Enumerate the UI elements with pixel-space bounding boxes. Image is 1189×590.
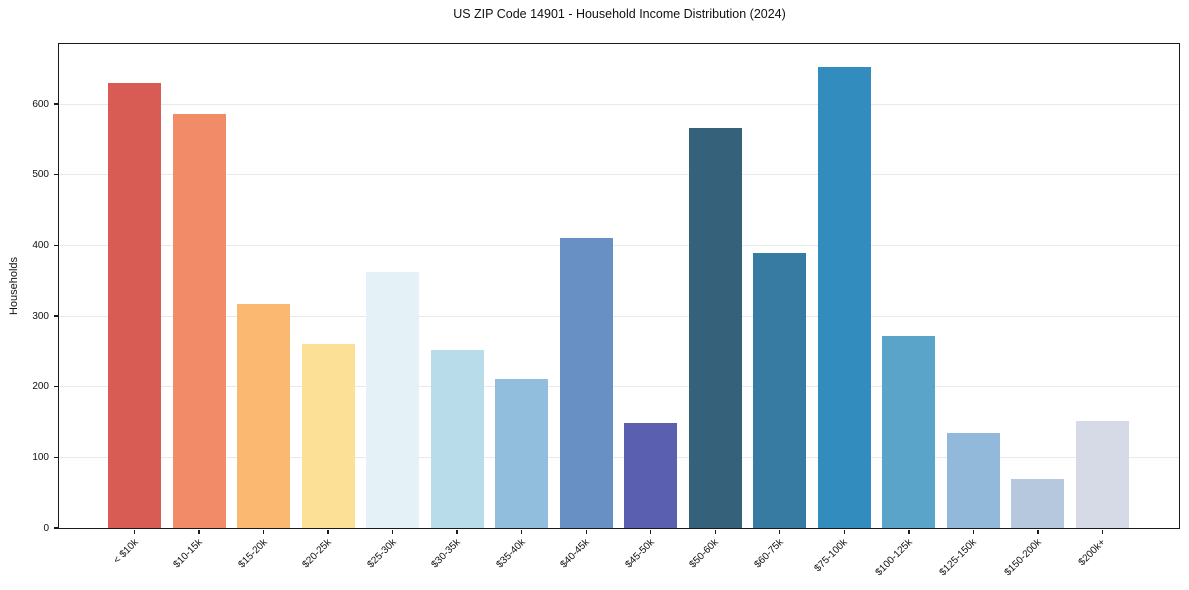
x-tick-mark [650,529,652,534]
plot-area: 0 100 200 300 400 500 600 < $10k $10-15k $15-20k $… [32,43,1180,578]
bar-40-45k [559,237,613,528]
y-tick-label: 300 [32,310,49,322]
x-tick-mark [1101,529,1104,534]
y-tick-label: 500 [32,169,49,181]
bar-30-35k [430,349,484,528]
y-tick-mark [53,527,58,529]
y-tick-label: 200 [32,381,49,393]
y-tick-mark [53,315,58,317]
x-tick-label: < $10k [111,537,141,567]
y-tick-mark [53,385,58,388]
bar-50-60k [688,128,742,528]
gridline-y-100 [59,456,1179,458]
chart-title: US ZIP Code 14901 - Household Income Dis… [453,7,786,21]
bar-125-150k [946,432,1000,528]
x-tick-mark [714,529,716,534]
gridline-y-600 [59,103,1179,105]
bar-45-50k [624,422,678,528]
y-tick-label: 100 [32,451,49,463]
bar-10-15k [172,113,226,528]
bar-20-25k [301,343,355,528]
y-tick-label: 400 [32,239,49,251]
bar-200k [1075,421,1129,528]
y-tick-mark [53,244,58,247]
x-tick-mark [391,529,394,534]
y-tick-label: 600 [32,98,49,110]
bar-150-200k [1011,478,1065,528]
x-tick-mark [843,529,846,534]
x-tick-mark [1037,529,1039,534]
bar-60-75k [753,253,807,528]
x-tick-mark [972,529,975,534]
y-tick-mark [53,456,58,459]
x-tick-mark [456,529,458,534]
x-tick-mark [133,529,136,534]
y-axis-label: Households [8,256,20,316]
bar-25-30k [366,272,420,528]
x-tick-mark [327,529,329,534]
bar-10k [108,82,161,528]
bar-100-125k [882,335,936,528]
y-tick-label: 0 [43,522,49,534]
gridline-y-200 [59,386,1179,388]
bar-75-100k [817,67,871,528]
x-tick-mark [779,529,781,534]
bar-15-20k [237,304,291,528]
x-tick-mark [520,529,523,534]
gridline-y-300 [59,315,1179,317]
x-tick-mark [198,529,200,534]
x-tick-mark [262,529,265,534]
y-tick-mark [53,103,58,105]
gridline-y-500 [59,174,1179,176]
bar-35-40k [495,378,549,528]
gridline-y-400 [59,244,1179,246]
x-tick-mark [585,529,587,534]
x-tick-mark [908,529,910,534]
y-tick-mark [53,174,58,176]
